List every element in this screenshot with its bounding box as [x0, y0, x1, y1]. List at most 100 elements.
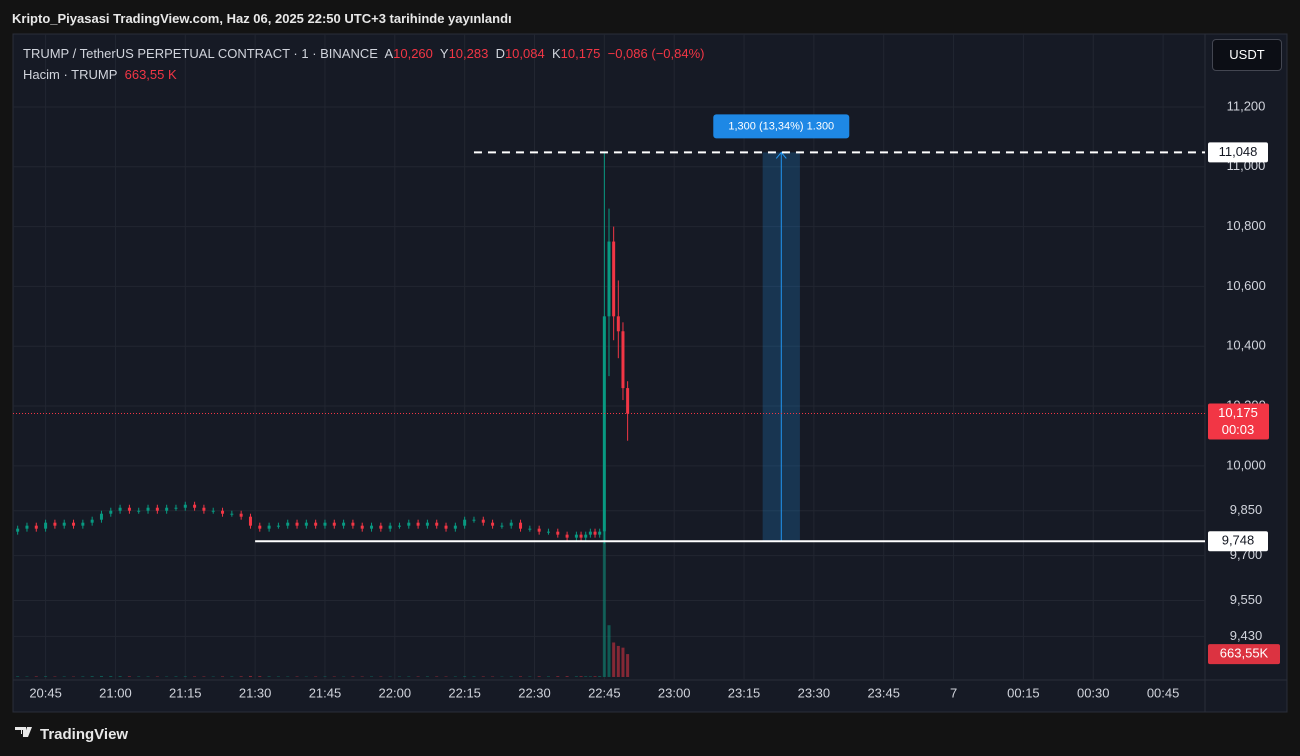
- candle-body: [267, 525, 271, 529]
- candle-body: [416, 522, 420, 526]
- x-tick-label: 21:45: [309, 685, 342, 700]
- candle-body: [584, 534, 588, 538]
- candle-body: [360, 525, 364, 529]
- candle-body: [612, 241, 616, 317]
- volume-bar: [588, 676, 592, 677]
- candle-body: [351, 522, 355, 526]
- publish-title: Kripto_Piyasasi TradingView.com, Haz 06,…: [12, 11, 512, 26]
- volume-bar: [626, 654, 630, 677]
- candle-body: [602, 316, 606, 532]
- x-tick-label: 00:30: [1077, 685, 1110, 700]
- x-tick-label: 00:15: [1007, 685, 1040, 700]
- volume-bar: [267, 676, 271, 677]
- volume-bar: [602, 532, 606, 677]
- volume-bar: [193, 676, 197, 677]
- candle-body: [556, 531, 560, 535]
- x-tick-label: 21:00: [99, 685, 132, 700]
- volume-bar: [109, 676, 113, 677]
- ohlc-name: D: [495, 46, 505, 61]
- y-tick-label: 9,550: [1230, 592, 1263, 607]
- candle-body: [607, 241, 611, 317]
- price-label: 11,048: [1219, 144, 1258, 159]
- candle-body: [407, 522, 411, 526]
- candle-body: [425, 522, 429, 526]
- volume-label: 663,55K: [1220, 646, 1269, 661]
- volume-bar: [221, 676, 225, 677]
- candle-body: [44, 522, 48, 529]
- volume-bar: [183, 676, 187, 677]
- measure-label: 1,300 (13,34%) 1.300: [728, 120, 834, 132]
- x-tick-label: 22:00: [379, 685, 412, 700]
- current-price-box: [1208, 403, 1269, 440]
- volume-bar: [621, 647, 625, 677]
- ohlc-name: K: [551, 46, 561, 61]
- candle-body: [155, 507, 159, 511]
- candle-body: [435, 522, 439, 526]
- volume-bar: [202, 676, 206, 677]
- x-tick-label: 00:45: [1147, 685, 1180, 700]
- candle-body: [72, 522, 76, 526]
- candle-body: [34, 525, 38, 529]
- volume-bar: [528, 676, 532, 677]
- ohlc-value: 10,283: [448, 46, 489, 61]
- candle-body: [574, 534, 578, 538]
- volume-bar: [607, 625, 611, 677]
- x-tick-label: 21:30: [239, 685, 272, 700]
- volume-bar: [295, 676, 299, 677]
- volume-bar: [453, 676, 457, 677]
- price-label-box: [1208, 142, 1268, 163]
- volume-row: Hacim · TRUMP 663,55 K: [23, 67, 177, 82]
- candle-body: [276, 525, 280, 527]
- volume-name: Hacim · TRUMP: [23, 67, 118, 82]
- candle-body: [53, 522, 57, 526]
- volume-bar: [537, 676, 541, 677]
- candle-body: [453, 525, 457, 529]
- candle-body: [519, 522, 523, 529]
- candle-body: [221, 510, 225, 514]
- volume-bar: [174, 676, 178, 677]
- volume-bar: [34, 676, 38, 677]
- volume-label-box: [1208, 644, 1280, 665]
- volume-bar: [62, 676, 66, 677]
- price-label-box: [1208, 531, 1268, 552]
- ohlc-name: Y: [439, 46, 449, 61]
- y-tick-label: 10,400: [1226, 338, 1266, 353]
- y-tick-label: 9,430: [1230, 628, 1263, 643]
- candle-body: [127, 507, 131, 511]
- volume-bar: [239, 676, 243, 677]
- candle-body: [286, 522, 290, 526]
- x-tick-label: 23:30: [798, 685, 831, 700]
- candle-body: [81, 522, 85, 526]
- candle-body: [16, 528, 20, 532]
- candle-body: [546, 531, 550, 533]
- current-price: 10,175: [1218, 405, 1258, 420]
- candle-body: [472, 519, 476, 521]
- volume-bar: [616, 645, 620, 677]
- volume-bar: [407, 676, 411, 677]
- currency-button[interactable]: USDT: [1212, 39, 1282, 71]
- candle-body: [588, 531, 592, 535]
- candle-body: [193, 504, 197, 508]
- volume-bar: [99, 675, 103, 677]
- candle-body: [109, 510, 113, 514]
- volume-bar: [565, 676, 569, 677]
- candle-body: [62, 522, 66, 526]
- volume-bar: [25, 676, 29, 677]
- change: −0,086 (−0,84%): [607, 46, 705, 61]
- volume-bar: [127, 676, 131, 677]
- volume-bar: [472, 676, 476, 677]
- candle-body: [248, 516, 252, 526]
- volume-bar: [351, 676, 355, 677]
- x-tick-label: 21:15: [169, 685, 202, 700]
- volume-bar: [612, 642, 616, 677]
- volume-bar: [248, 675, 252, 677]
- candle-body: [528, 528, 532, 530]
- volume-bar: [546, 676, 550, 677]
- candle-body: [99, 513, 103, 520]
- candle-body: [579, 534, 583, 538]
- candle-body: [481, 519, 485, 523]
- x-tick-label: 23:15: [728, 685, 761, 700]
- candle-body: [202, 507, 206, 511]
- y-tick-label: 11,200: [1227, 98, 1266, 113]
